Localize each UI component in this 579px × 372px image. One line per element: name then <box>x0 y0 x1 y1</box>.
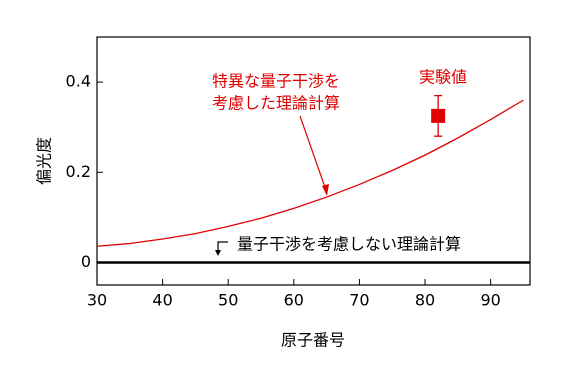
plot-frame <box>96 36 531 286</box>
annotation: 特異な量子干渉を <box>212 72 340 91</box>
x-tick-label: 70 <box>349 291 369 310</box>
y-tick-label: 0.2 <box>66 162 91 181</box>
arrow-head <box>322 184 329 196</box>
x-axis-label: 原子番号 <box>281 331 345 350</box>
y-tick-label: 0 <box>81 252 91 271</box>
annotation: 考慮した理論計算 <box>212 94 340 113</box>
x-tick-label: 90 <box>480 291 500 310</box>
x-tick-label: 60 <box>284 291 304 310</box>
point <box>431 108 446 123</box>
annotation-arrow <box>299 115 328 194</box>
x-tick-label: 40 <box>152 291 172 310</box>
point-label: 実験値 <box>419 68 467 87</box>
arrow-head <box>215 250 221 256</box>
y-tick-label: 0.4 <box>66 72 91 91</box>
line <box>96 99 524 247</box>
x-tick-label: 50 <box>218 291 238 310</box>
annotation-arrow <box>217 241 228 252</box>
x-tick-label: 30 <box>87 291 107 310</box>
x-tick-label: 80 <box>415 291 435 310</box>
annotation: 量子干渉を考慮しない理論計算 <box>237 235 461 254</box>
y-axis-label: 偏光度 <box>35 137 54 185</box>
